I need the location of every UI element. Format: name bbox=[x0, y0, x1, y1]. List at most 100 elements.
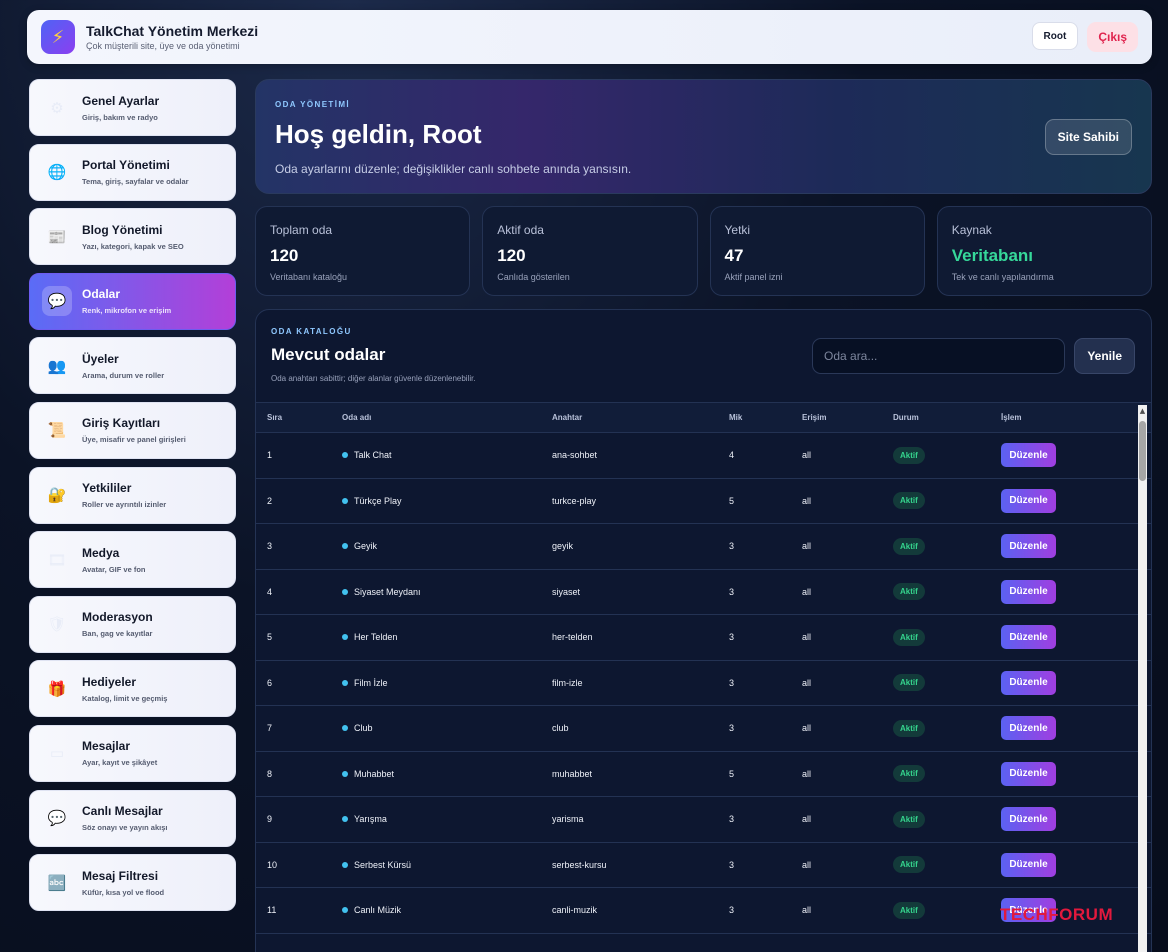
room-key: geyik bbox=[552, 541, 574, 552]
room-key: turkce-play bbox=[552, 495, 597, 506]
edit-button[interactable]: Düzenle bbox=[1001, 716, 1056, 741]
edit-button[interactable]: Düzenle bbox=[1001, 443, 1056, 468]
room-key: her-telden bbox=[552, 632, 593, 643]
sidebar-item-2[interactable]: 📰 Blog Yönetimi Yazı, kategori, kapak ve S… bbox=[29, 208, 236, 266]
action-cell: Düzenle bbox=[1001, 534, 1121, 559]
shield-icon: 🛡 bbox=[47, 615, 67, 634]
catalog-header: ODA KATALOĞU Mevcut odalar Oda anahtarı … bbox=[256, 310, 1151, 402]
edit-button[interactable]: Düzenle bbox=[1001, 898, 1056, 923]
access-level: all bbox=[802, 586, 812, 597]
status-badge: Aktif bbox=[893, 628, 925, 646]
column-header: Anahtar bbox=[552, 413, 583, 422]
edit-button[interactable]: Düzenle bbox=[1001, 807, 1056, 832]
access-level: all bbox=[802, 814, 812, 825]
sidebar-item-12[interactable]: 🔤 Mesaj Filtresi Küfür, kısa yol ve flood bbox=[29, 854, 236, 912]
sidebar-item-4[interactable]: 👥 Üyeler Arama, durum ve roller bbox=[29, 337, 236, 395]
stat-label: Yetki bbox=[724, 223, 751, 237]
column-header: Oda adı bbox=[342, 413, 372, 422]
gift-icon: 🎁 bbox=[47, 679, 67, 698]
sidebar-item-subtitle: Roller ve ayrıntılı izinler bbox=[82, 500, 167, 510]
status-dot bbox=[342, 634, 348, 641]
site-owner-button[interactable]: Site Sahibi bbox=[1044, 119, 1132, 155]
stat-label: Toplam oda bbox=[270, 223, 333, 237]
column-header: Mik bbox=[729, 413, 743, 422]
table-row: 9 Yarışma yarisma 3 all Aktif Düzenle bbox=[256, 797, 1151, 843]
abc-filter-icon: 🔤 bbox=[47, 873, 67, 892]
mic-count: 4 bbox=[729, 450, 735, 461]
action-cell: Düzenle bbox=[1001, 625, 1121, 650]
rooms-table: Sıra Oda adı Anahtar Mik Erişim Durum İşlem 1 T… bbox=[256, 402, 1151, 952]
sidebar-item-1[interactable]: 🌐 Portal Yönetimi Tema, giriş, sayfalar ve… bbox=[29, 143, 236, 201]
sidebar-item-title: Blog Yönetimi bbox=[82, 222, 163, 237]
edit-button[interactable]: Düzenle bbox=[1001, 761, 1056, 786]
logout-button[interactable]: Çıkış bbox=[1087, 22, 1138, 52]
sidebar-item-10[interactable]: ▭ Mesajlar Ayar, kayıt ve şikâyet bbox=[29, 724, 236, 782]
status-badge: Aktif bbox=[893, 583, 925, 601]
room-key: canli-muzik bbox=[552, 905, 598, 916]
status-cell: Aktif bbox=[893, 492, 1001, 510]
status-dot bbox=[342, 770, 348, 777]
refresh-button[interactable]: Yenile bbox=[1074, 338, 1135, 374]
sidebar-item-8[interactable]: 🛡 Moderasyon Ban, gag ve kayıtlar bbox=[29, 595, 236, 653]
sidebar-item-5[interactable]: 📜 Giriş Kayıtları Üye, misafir ve panel gi… bbox=[29, 401, 236, 459]
status-dot bbox=[342, 543, 348, 550]
mic-count: 3 bbox=[729, 677, 735, 688]
edit-button[interactable]: Düzenle bbox=[1001, 852, 1056, 877]
row-number: 2 bbox=[267, 495, 273, 506]
scroll-thumb[interactable] bbox=[1139, 421, 1146, 481]
sidebar-item-6[interactable]: 🔐 Yetkililer Roller ve ayrıntılı izinler bbox=[29, 466, 236, 524]
sidebar-item-3[interactable]: 💬 Odalar Renk, mikrofon ve erişim bbox=[29, 272, 236, 330]
stat-card: Yetki 47 Aktif panel izni bbox=[709, 206, 925, 296]
room-name: Canlı Müzik bbox=[354, 905, 402, 916]
table-row: 10 Serbest Kürsü serbest-kursu 3 all Aktif Düz… bbox=[256, 843, 1151, 888]
row-number: 1 bbox=[267, 450, 273, 461]
access-level: all bbox=[802, 723, 812, 734]
edit-button[interactable]: Düzenle bbox=[1001, 579, 1056, 604]
edit-button[interactable]: Düzenle bbox=[1001, 670, 1056, 695]
stat-label: Aktif oda bbox=[497, 223, 544, 237]
sidebar-item-text: Mesaj Filtresi Küfür, kısa yol ve flood bbox=[82, 869, 164, 897]
mic-count: 3 bbox=[729, 632, 735, 643]
table-scrollbar[interactable]: ▲ bbox=[1138, 405, 1147, 952]
sidebar-item-subtitle: Giriş, bakım ve radyo bbox=[82, 112, 158, 122]
access-level: all bbox=[802, 859, 812, 870]
edit-button[interactable]: Düzenle bbox=[1001, 625, 1056, 650]
sidebar-item-subtitle: Küfür, kısa yol ve flood bbox=[82, 887, 165, 897]
sidebar-item-text: Blog Yönetimi Yazı, kategori, kapak ve SE… bbox=[82, 223, 184, 251]
top-bar: ⚡ TalkChat Yönetim Merkezi Çok müşterili… bbox=[27, 10, 1152, 64]
sidebar-item-text: Giriş Kayıtları Üye, misafir ve panel gir… bbox=[82, 416, 186, 444]
sidebar-item-9[interactable]: 🎁 Hediyeler Katalog, limit ve geçmiş bbox=[29, 660, 236, 718]
room-search-input[interactable]: Oda ara... bbox=[812, 338, 1065, 374]
mic-count: 3 bbox=[729, 723, 735, 734]
sidebar-item-subtitle: Arama, durum ve roller bbox=[82, 370, 165, 380]
sidebar-item-7[interactable]: 🎞 Medya Avatar, GIF ve fon bbox=[29, 531, 236, 589]
sidebar-item-text: Moderasyon Ban, gag ve kayıtlar bbox=[82, 610, 153, 638]
root-user-button[interactable]: Root bbox=[1031, 22, 1079, 50]
room-name-cell: Her Telden bbox=[342, 632, 552, 642]
sidebar-item-title: Giriş Kayıtları bbox=[82, 416, 161, 431]
room-name: Film İzle bbox=[354, 677, 388, 688]
globe-icon: 🌐 bbox=[47, 163, 67, 182]
table-body: 1 Talk Chat ana-sohbet 4 all Aktif Düzenle 2 Tür… bbox=[256, 433, 1151, 934]
status-dot bbox=[342, 725, 348, 732]
room-name-cell: Canlı Müzik bbox=[342, 905, 552, 915]
row-number: 4 bbox=[267, 586, 273, 597]
sidebar-item-title: Yetkililer bbox=[82, 481, 132, 496]
status-cell: Aktif bbox=[893, 765, 1001, 783]
status-badge: Aktif bbox=[893, 719, 925, 737]
status-cell: Aktif bbox=[893, 901, 1001, 919]
status-cell: Aktif bbox=[893, 537, 1001, 555]
edit-button[interactable]: Düzenle bbox=[1001, 534, 1056, 559]
sidebar-item-text: Genel Ayarlar Giriş, bakım ve radyo bbox=[82, 94, 159, 122]
scroll-up-arrow-icon[interactable]: ▲ bbox=[1139, 407, 1146, 415]
sidebar-item-subtitle: Yazı, kategori, kapak ve SEO bbox=[82, 241, 184, 251]
mic-count: 3 bbox=[729, 905, 735, 916]
users-icon: 👥 bbox=[47, 356, 67, 375]
sidebar-item-text: Medya Avatar, GIF ve fon bbox=[82, 546, 146, 574]
status-cell: Aktif bbox=[893, 674, 1001, 692]
sidebar-item-0[interactable]: ⚙ Genel Ayarlar Giriş, bakım ve radyo bbox=[29, 79, 236, 136]
room-key: club bbox=[552, 723, 569, 734]
sidebar-item-11[interactable]: 💬 Canlı Mesajlar Söz onayı ve yayın akışı bbox=[29, 789, 236, 847]
sidebar-item-subtitle: Ayar, kayıt ve şikâyet bbox=[82, 758, 158, 768]
edit-button[interactable]: Düzenle bbox=[1001, 488, 1056, 513]
